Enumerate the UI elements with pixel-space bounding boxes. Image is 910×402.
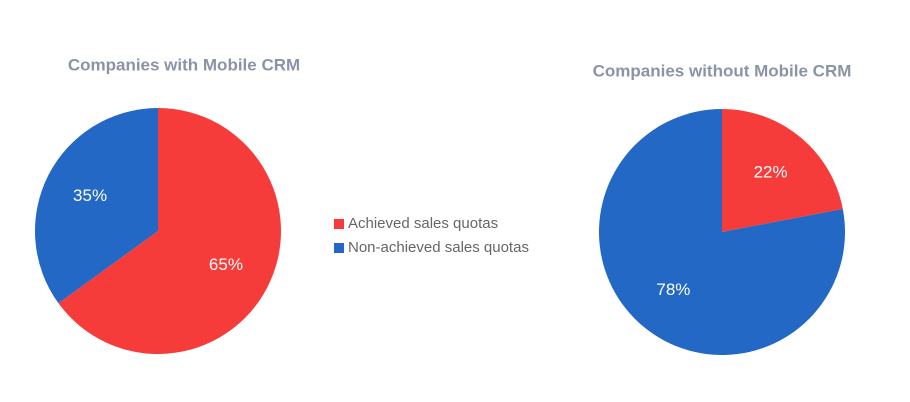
pie-slice	[598, 108, 845, 355]
legend-swatch	[334, 219, 344, 229]
pie-slice	[58, 108, 282, 355]
chart-title: Companies without Mobile CRM	[593, 61, 852, 80]
data-label: 35%	[73, 186, 107, 205]
legend-label: Achieved sales quotas	[348, 215, 498, 232]
pie-slice	[35, 108, 158, 304]
data-label: 22%	[754, 163, 788, 182]
data-label: 65%	[209, 255, 243, 274]
chart-title: Companies with Mobile CRM	[68, 55, 300, 74]
legend-label: Non-achieved sales quotas	[348, 239, 529, 256]
pie-slice	[722, 109, 843, 232]
legend-swatch	[334, 243, 344, 253]
data-label: 78%	[656, 280, 690, 299]
